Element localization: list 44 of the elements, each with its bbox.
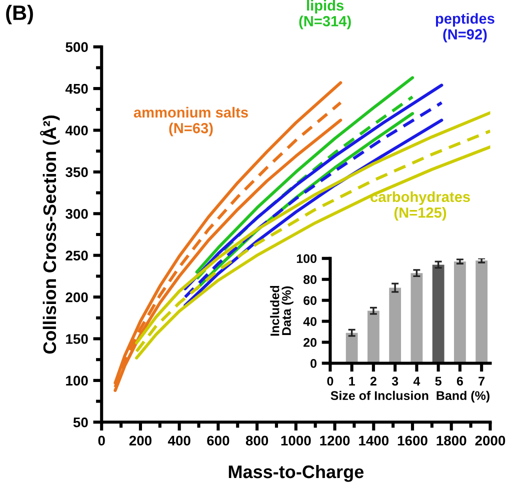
y-tick-label: 100 [296, 254, 316, 264]
x-tick-label: 1600 [398, 436, 428, 446]
series-label: carbohydrates (N=125) [370, 191, 470, 221]
x-tick-label: 3 [392, 376, 398, 386]
x-tick-label: 1200 [320, 436, 350, 446]
y-tick-label: 80 [304, 275, 316, 284]
y-tick-label: 250 [66, 250, 88, 261]
y-tick-label: 500 [66, 42, 88, 52]
text: ammonium salts (N=63) [134, 106, 248, 136]
x-tick-label: 200 [129, 436, 152, 446]
y-tick-label: 150 [66, 334, 88, 344]
x-tick-label: 2000 [475, 436, 506, 446]
y-tick-label: 50 [73, 417, 88, 428]
x-tick-label: 6 [456, 376, 463, 386]
x-tick-label: 1 [349, 376, 355, 386]
y-tick-label: 350 [66, 167, 88, 178]
x-tick-label: 2 [370, 376, 376, 386]
x-tick-label: 4 [413, 376, 420, 386]
y-tick-label: 100 [66, 376, 88, 386]
y-tick-label: 20 [304, 338, 316, 347]
x-tick-label: 0 [98, 436, 105, 446]
text: lipids (N=314) [299, 0, 351, 30]
y-tick-label: 450 [65, 84, 88, 94]
x-axis-title: Mass-to-Charge [228, 464, 364, 482]
x-tick-label: 1800 [436, 436, 466, 446]
y-tick-label: 40 [303, 317, 316, 326]
x-tick-label: 5 [435, 376, 442, 386]
x-tick-label: 0 [327, 376, 334, 386]
y-tick-label: 400 [65, 126, 88, 136]
x-tick-label: 600 [207, 436, 230, 446]
y-tick-label: 300 [66, 208, 88, 219]
chart-title: (B) [6, 4, 33, 24]
y-tick-label: 200 [66, 292, 88, 302]
x-tick-label: 800 [246, 436, 268, 446]
text: peptides (N=92) [436, 13, 494, 42]
y-axis-title: Included Data (%) [270, 286, 294, 336]
x-axis-title: Size of Inclusion Band (%) [330, 390, 490, 402]
y-tick-label: 0 [310, 359, 316, 368]
x-tick-label: 7 [478, 376, 484, 386]
x-tick-label: 1000 [281, 436, 311, 446]
y-tick-label: 60 [304, 296, 316, 305]
x-tick-label: 400 [168, 436, 190, 446]
x-tick-label: 1400 [359, 436, 389, 446]
y-axis-title: Collision Cross-Section (Å²) [40, 116, 60, 354]
